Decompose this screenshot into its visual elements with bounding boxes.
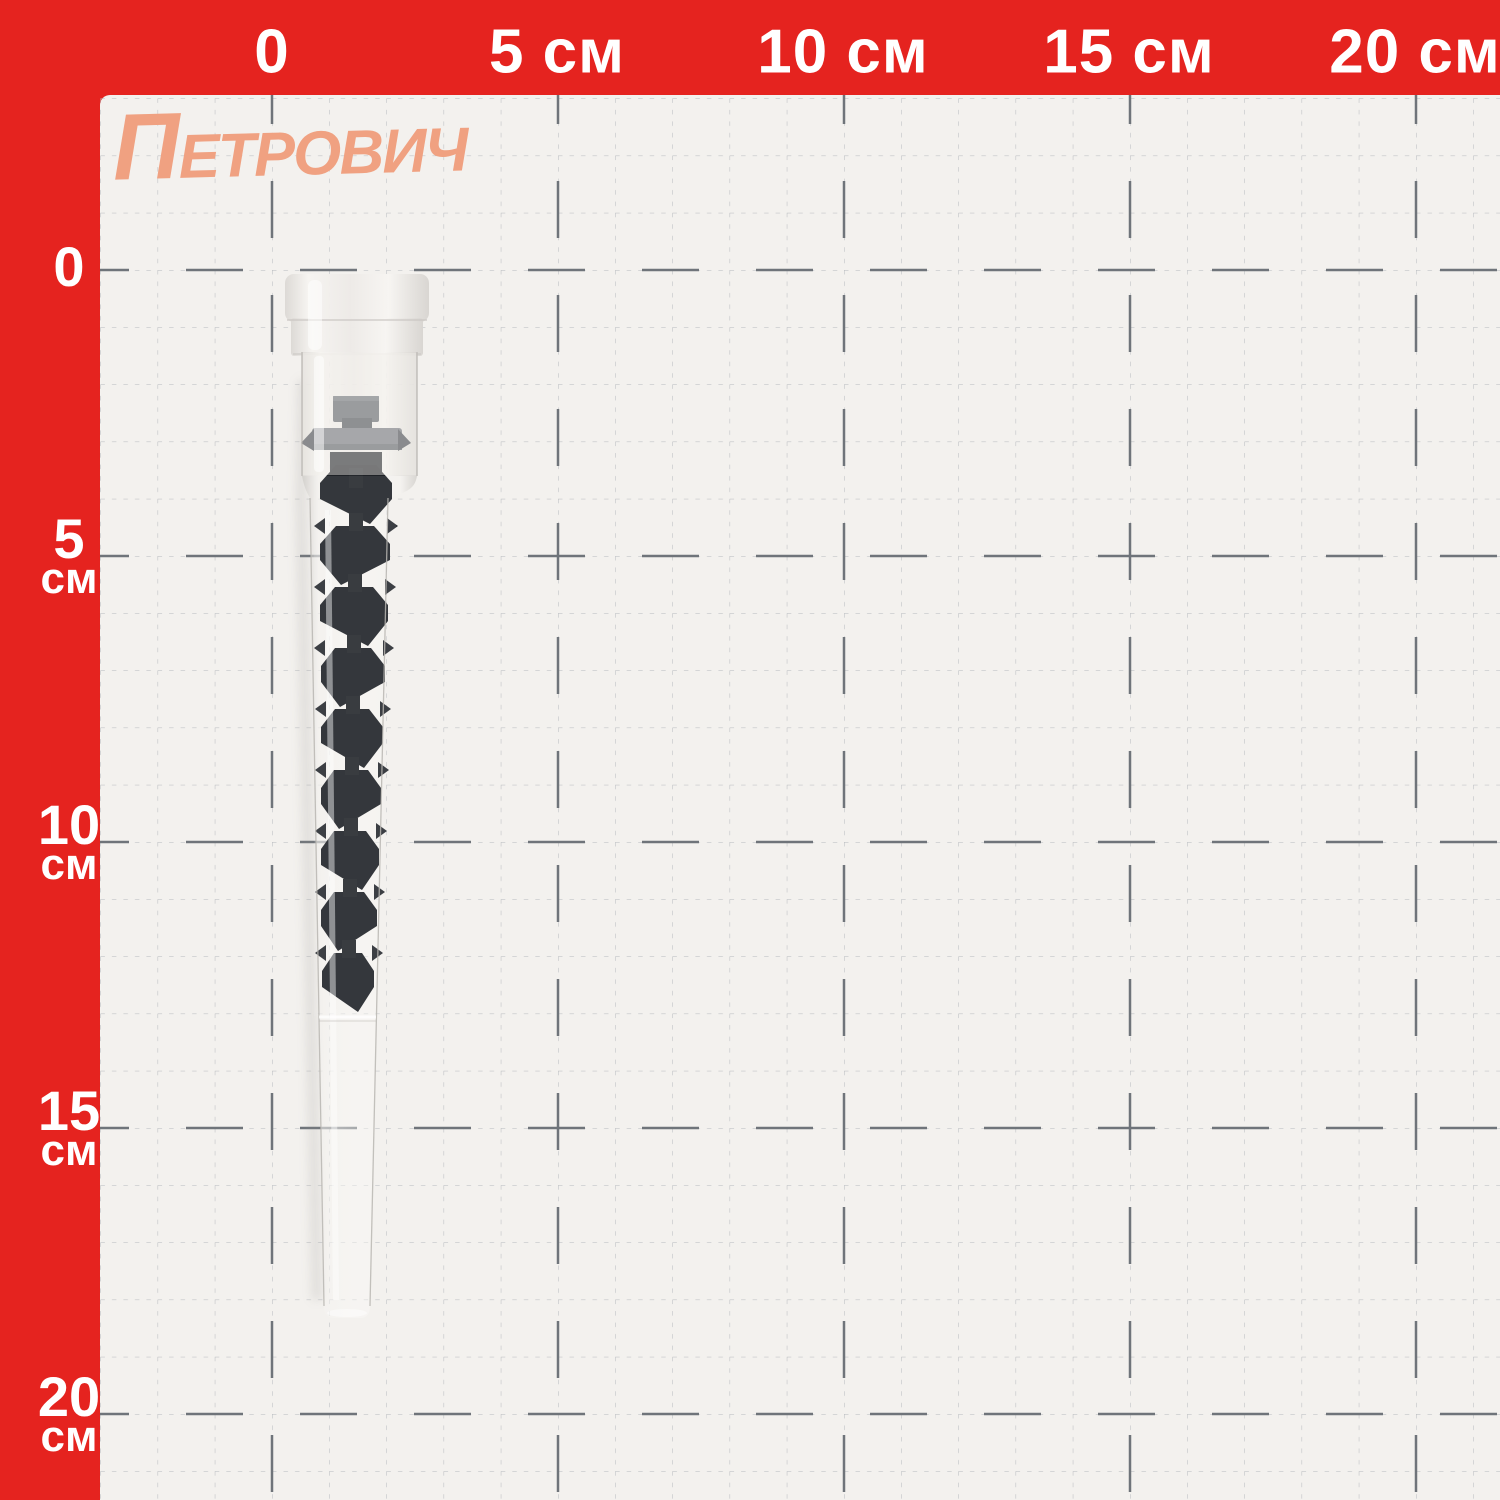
mixer-helix-rod — [342, 468, 363, 958]
top-ruler-label-20: 20 см — [1329, 17, 1500, 87]
left-ruler-label-10: 10 см — [37, 793, 101, 889]
left-ruler-label-5: 5 см — [40, 507, 98, 603]
top-ruler-label-10: 10 см — [757, 17, 929, 87]
mixer-element — [301, 396, 411, 1012]
nozzle-shadow — [296, 380, 322, 1300]
mixer-head — [333, 396, 379, 430]
brand-logo: ПЕТРОВИЧ — [111, 92, 469, 218]
top-ruler-label-15: 15 см — [1043, 17, 1215, 87]
mixer-helix — [320, 465, 392, 1012]
left-ruler-label-20: 20 см — [37, 1365, 101, 1461]
brand-logo-rest: ЕТРОВИЧ — [177, 115, 468, 192]
product-photo-static-mixing-nozzle — [285, 274, 429, 1318]
left-ruler-label-0: 0 — [53, 235, 85, 298]
top-ruler-label-0: 0 — [254, 17, 290, 87]
nozzle-cap — [285, 274, 429, 356]
nozzle-highlights — [314, 356, 376, 1317]
mixer-flange — [301, 428, 411, 451]
left-ruler-label-15: 15 см — [37, 1079, 101, 1175]
nozzle-edges — [301, 352, 418, 1307]
brand-logo-initial: П — [111, 92, 180, 200]
top-ruler-label-5: 5 см — [488, 17, 626, 87]
